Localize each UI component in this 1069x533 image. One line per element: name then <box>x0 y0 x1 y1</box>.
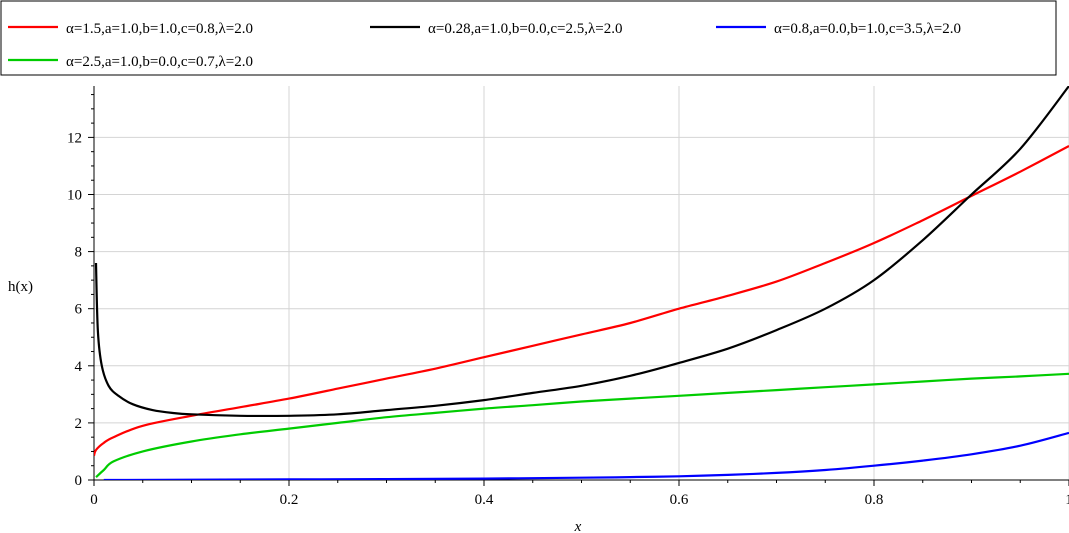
y-axis-label: h(x) <box>8 279 33 295</box>
x-tick-label: 1 <box>1065 492 1069 508</box>
y-tick-label: 6 <box>75 302 83 318</box>
legend-item-series-3: α=2.5,a=1.0,b=0.0,c=0.7,λ=2.0 <box>8 54 253 70</box>
y-tick-label: 12 <box>67 130 82 146</box>
series-line-3 <box>95 372 1069 478</box>
legend-item-series-1: α=0.28,a=1.0,b=0.0,c=2.5,λ=2.0 <box>370 21 623 37</box>
y-tick-label: 4 <box>75 359 83 375</box>
grid <box>94 86 1069 480</box>
y-tick-label: 8 <box>75 245 83 261</box>
legend-label-series-3: α=2.5,a=1.0,b=0.0,c=0.7,λ=2.0 <box>66 54 253 70</box>
legend-item-series-2: α=0.8,a=0.0,b=1.0,c=3.5,λ=2.0 <box>716 21 961 37</box>
series-line-0 <box>94 145 1069 457</box>
x-tick-label: 0.8 <box>865 492 884 508</box>
legend-label-series-2: α=0.8,a=0.0,b=1.0,c=3.5,λ=2.0 <box>774 21 961 37</box>
legend-label-series-1: α=0.28,a=1.0,b=0.0,c=2.5,λ=2.0 <box>428 21 623 37</box>
legend-item-series-0: α=1.5,a=1.0,b=1.0,c=0.8,λ=2.0 <box>8 21 253 37</box>
x-axis-label: x <box>574 519 582 533</box>
x-tick-label: 0.6 <box>670 492 689 508</box>
plot-series <box>94 86 1069 480</box>
y-tick-label: 2 <box>75 416 83 432</box>
y-tick-label: 10 <box>67 187 82 203</box>
x-tick-label: 0.4 <box>475 492 494 508</box>
axes <box>88 86 1069 486</box>
series-line-1 <box>94 86 1069 418</box>
legend: α=1.5,a=1.0,b=1.0,c=0.8,λ=2.0 α=0.28,a=1… <box>0 0 1057 76</box>
legend-label-series-0: α=1.5,a=1.0,b=1.0,c=0.8,λ=2.0 <box>66 21 253 37</box>
x-tick-label: 0.2 <box>280 492 299 508</box>
series-line-2 <box>103 431 1069 480</box>
legend-box <box>0 0 1057 76</box>
y-tick-label: 0 <box>75 473 83 489</box>
x-tick-label: 0 <box>90 492 98 508</box>
